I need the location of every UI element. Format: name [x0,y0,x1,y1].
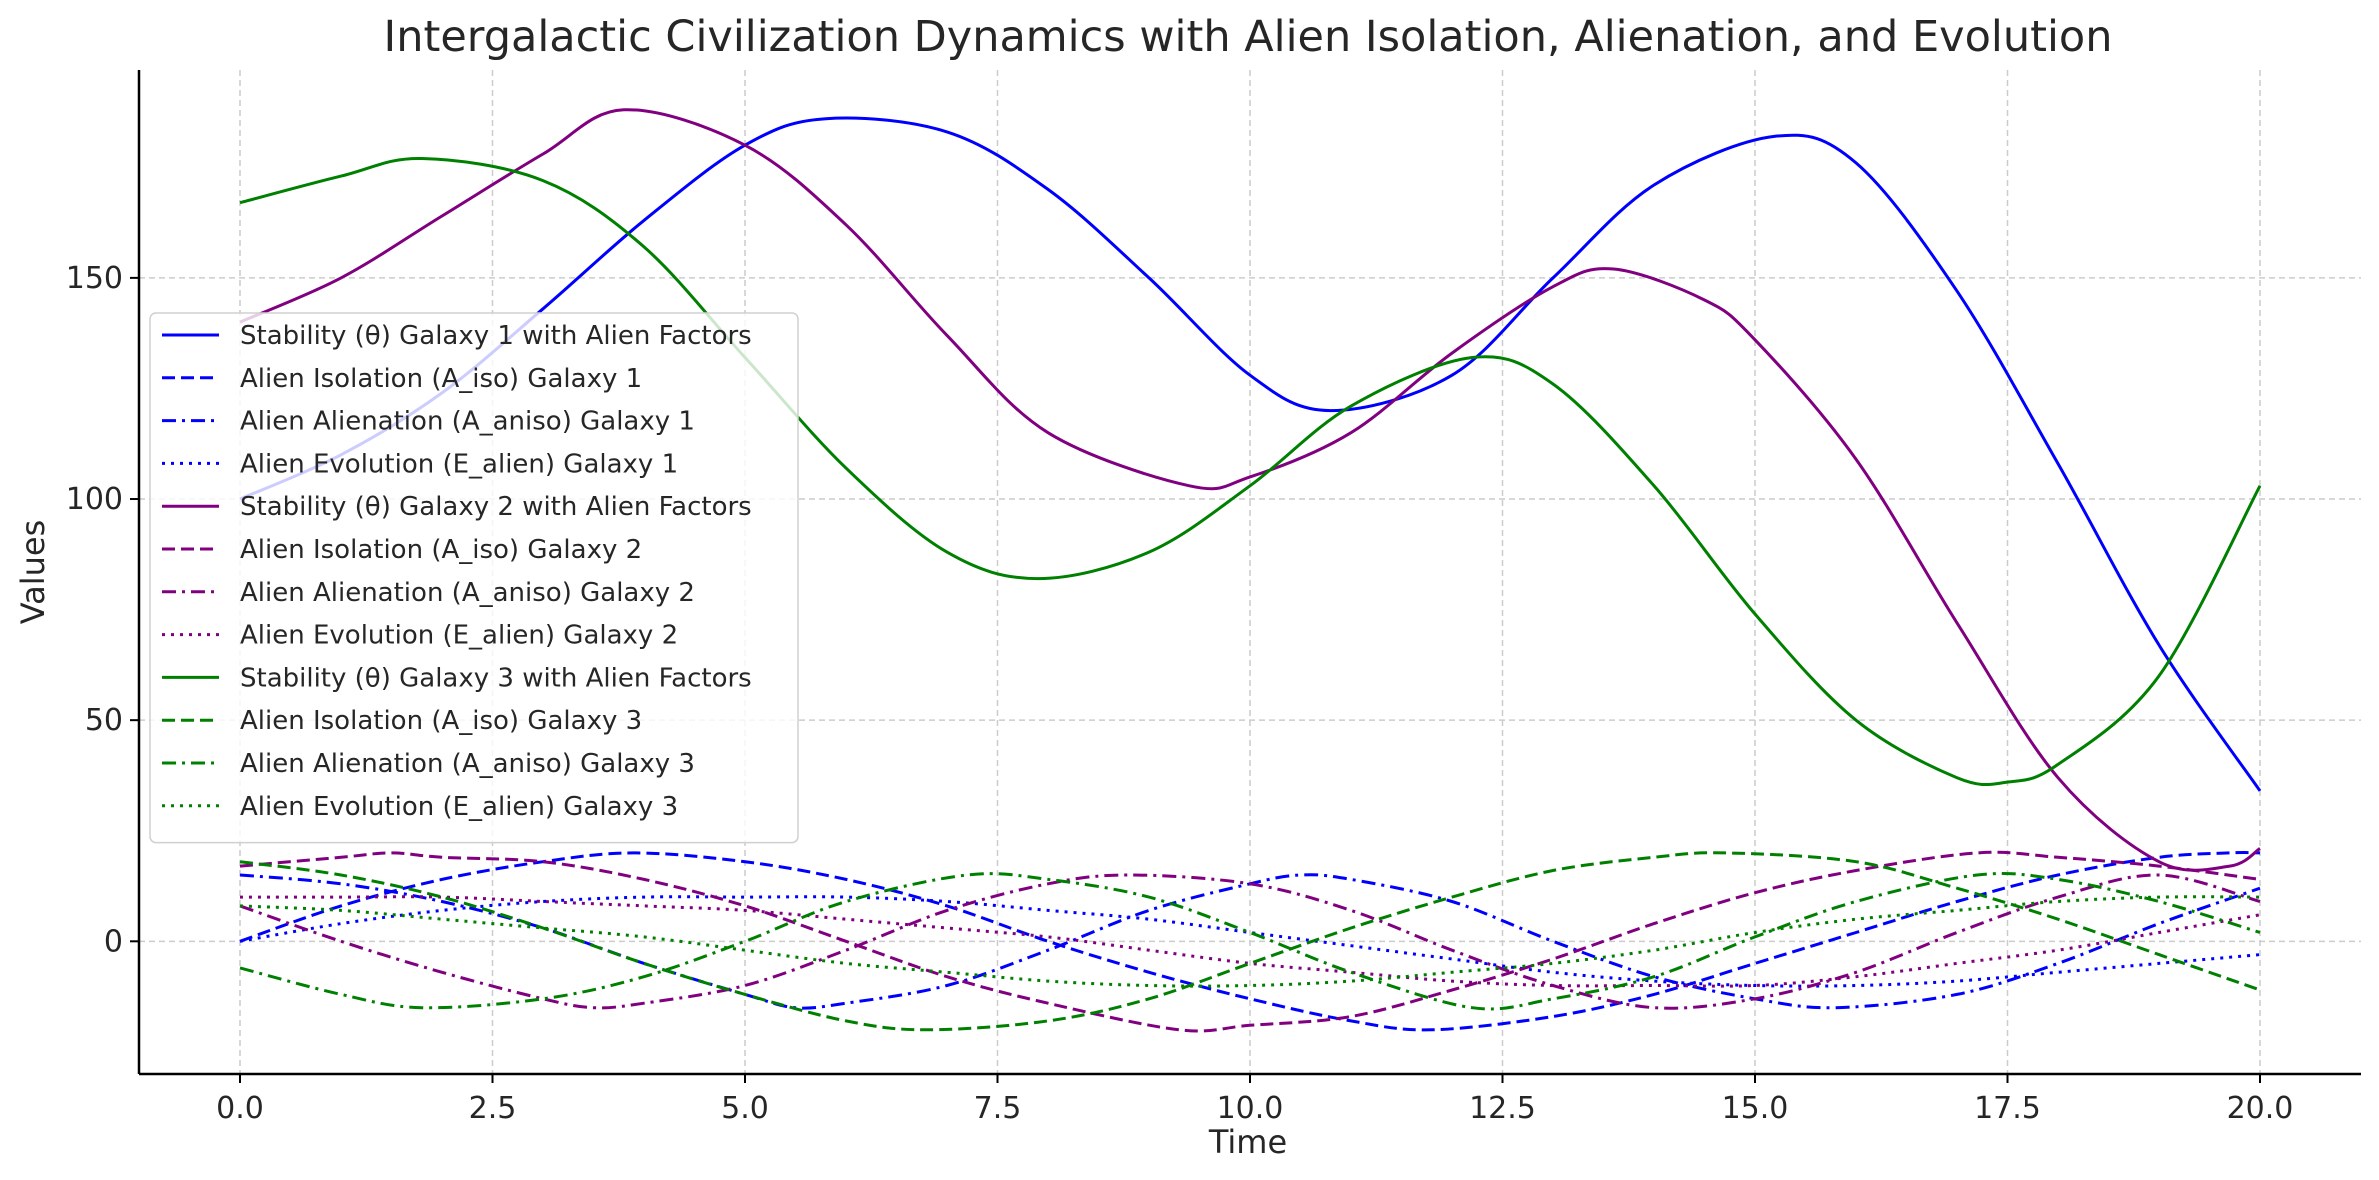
series-line-6 [239,850,2261,1033]
series-line-5 [239,108,2261,872]
x-tick-label: 7.5 [974,1091,1022,1126]
legend-label: Alien Evolution (E_alien) Galaxy 2 [240,621,678,651]
legend-label: Stability (θ) Galaxy 1 with Alien Factor… [240,321,752,351]
legend: Stability (θ) Galaxy 1 with Alien Factor… [149,312,799,844]
series-line-4 [239,895,2261,988]
legend-label: Alien Evolution (E_alien) Galaxy 3 [240,792,678,822]
series-line-10 [239,851,2261,1032]
x-tick-label: 5.0 [721,1091,769,1126]
legend-label: Alien Evolution (E_alien) Galaxy 1 [240,449,678,479]
x-tick-label: 17.5 [1974,1091,2041,1126]
legend-label: Stability (θ) Galaxy 3 with Alien Factor… [240,663,752,693]
legend-label: Alien Alienation (A_aniso) Galaxy 1 [240,407,695,437]
x-tick-label: 0.0 [216,1091,264,1126]
legend-label: Alien Alienation (A_aniso) Galaxy 3 [240,749,695,779]
series-line-7 [239,873,2261,1010]
x-axis-label: Time [1208,1123,1287,1161]
y-tick-label: 100 [66,482,123,517]
x-tick-label: 15.0 [1722,1091,1789,1126]
x-tick-label: 10.0 [1217,1091,1284,1126]
series-line-1 [239,116,2262,792]
y-tick-label: 150 [66,261,123,296]
series-line-2 [239,851,2261,1032]
x-tick-label: 2.5 [469,1091,517,1126]
legend-label: Alien Isolation (A_iso) Galaxy 2 [240,535,642,565]
legend-box [149,312,799,844]
series-line-12 [239,895,2261,988]
series-line-9 [239,156,2262,787]
legend-label: Stability (θ) Galaxy 2 with Alien Factor… [240,492,752,522]
x-ticks: 0.0 2.5 5.0 7.5 10.0 12.5 15.0 17.5 20.0 [216,1074,2293,1126]
y-axis-label: Values [14,520,52,625]
plot-lines [239,108,2262,1033]
legend-label: Alien Isolation (A_iso) Galaxy 3 [240,706,642,736]
x-tick-label: 12.5 [1469,1091,1536,1126]
legend-label: Alien Alienation (A_aniso) Galaxy 2 [240,578,695,608]
series-line-8 [240,895,2261,988]
y-tick-label: 0 [104,924,123,959]
legend-label: Alien Isolation (A_iso) Galaxy 1 [240,364,642,394]
y-ticks: 0 50 100 150 [66,261,139,959]
y-tick-label: 50 [85,703,123,738]
series-line-11 [239,871,2261,1011]
x-tick-label: 20.0 [2227,1091,2294,1126]
chart-title: Intergalactic Civilization Dynamics with… [384,12,2113,62]
